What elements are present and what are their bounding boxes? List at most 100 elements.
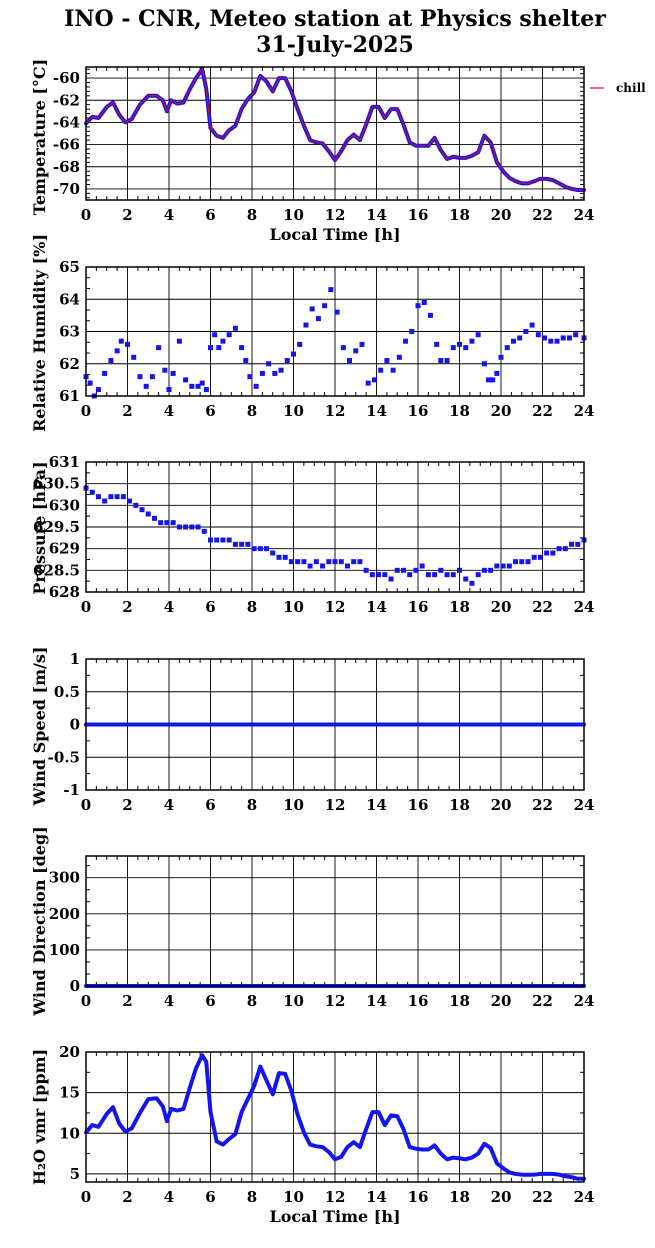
x-tick-label: 20 [491,206,512,224]
y-tick-label: 629.5 [33,518,80,536]
data-point [529,322,535,328]
x-tick-label: 14 [366,992,387,1010]
x-tick-label: 4 [164,992,174,1010]
data-point [87,380,93,386]
y-tick-label: 100 [49,941,80,959]
data-point [199,380,205,386]
x-tick-label: 4 [164,402,174,420]
data-point [357,559,363,565]
data-point [481,361,487,367]
y-tick-label: 10 [59,1124,80,1142]
data-point [486,377,492,383]
x-tick-label: 2 [122,992,132,1010]
data-point [438,358,444,364]
x-tick-label: 4 [164,598,174,616]
x-tick-label: 22 [532,796,553,814]
x-tick-label: 8 [247,796,257,814]
data-point [475,332,481,338]
data-point [315,316,321,322]
data-point [139,507,145,513]
data-point [550,550,556,556]
data-point [457,567,462,573]
x-tick-label: 18 [449,796,470,814]
x-tick-label: 20 [491,796,512,814]
data-point [166,387,172,393]
data-point [243,358,249,364]
data-point [359,341,365,347]
data-point [220,537,226,543]
plot-frame [85,855,585,987]
data-point [554,338,560,344]
data-point [120,494,126,500]
x-tick-label: 12 [325,402,346,420]
data-point [438,567,444,573]
y-tick-label: -66 [53,136,80,154]
x-tick-label: 14 [366,402,387,420]
data-point [170,520,176,526]
data-point [506,563,512,569]
y-tick-label: 62 [59,355,80,373]
data-point [519,559,525,565]
data-point [251,546,257,552]
x-tick-label: 16 [408,402,429,420]
data-point [409,329,415,334]
y-axis-label: H₂O vmr [ppm] [30,1049,49,1185]
data-point [494,563,500,569]
x-tick-label: 2 [122,206,132,224]
x-tick-label: 10 [283,206,304,224]
data-point [376,572,382,578]
y-tick-label: 628.5 [33,561,80,579]
data-point [338,559,344,565]
x-tick-label: 16 [408,206,429,224]
x-tick-label: 22 [532,206,553,224]
x-tick-label: 16 [408,1188,429,1206]
x-tick-label: 12 [325,796,346,814]
x-tick-label: 8 [247,598,257,616]
data-point [344,563,350,569]
data-point [143,383,149,389]
x-axis-label: Local Time [h] [269,1207,400,1226]
data-point [239,541,245,547]
y-axis-label: Wind Speed [m/s] [30,647,49,807]
data-point [510,338,516,344]
data-point [378,367,384,373]
data-point [413,567,419,573]
data-point [125,341,130,347]
x-tick-label: 14 [366,1188,387,1206]
data-point [560,335,566,341]
x-axis-label: Local Time [h] [269,225,400,244]
data-point [365,380,371,386]
y-tick-label: 20 [59,1043,80,1061]
data-point [307,563,313,569]
data-point [463,576,469,582]
x-tick-label: 24 [574,796,595,814]
plot-frame [85,461,585,593]
data-point [396,354,402,360]
x-tick-label: 12 [325,206,346,224]
data-point [371,377,377,383]
data-point [326,559,332,565]
data-point [288,559,294,565]
data-point [212,332,218,338]
data-point [384,358,390,364]
plot-frame [85,266,585,397]
data-point [363,567,369,573]
data-point [490,377,496,383]
data-point [266,361,272,367]
data-point [415,303,421,309]
data-point [322,303,328,309]
data-point [390,367,396,373]
data-point [164,520,170,526]
x-tick-label: 24 [574,402,595,420]
x-tick-label: 6 [205,598,215,616]
data-point [394,567,400,573]
data-point [189,383,195,389]
data-point [259,370,265,376]
x-tick-label: 14 [366,796,387,814]
data-point [347,358,353,364]
grid-lines [85,1051,585,1182]
data-point [450,572,456,578]
